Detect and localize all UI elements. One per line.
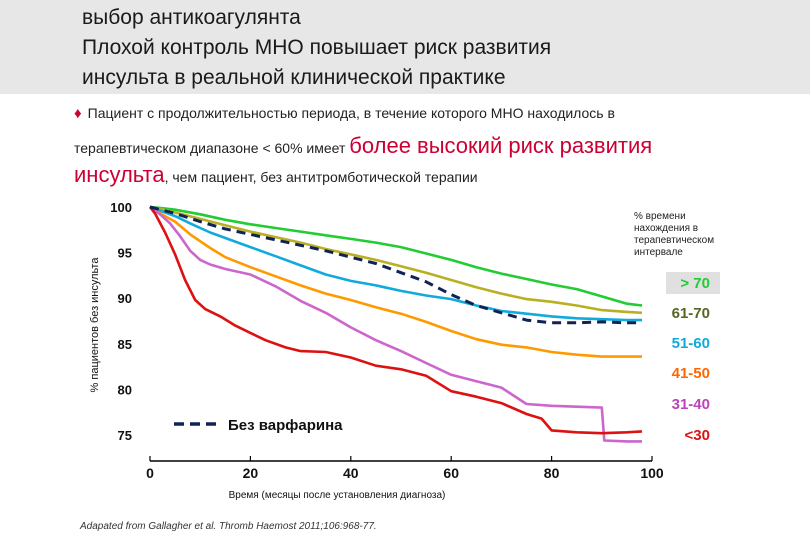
y-axis-title: % пациентов без инсульта (89, 257, 101, 393)
series-line-3 (149, 205, 642, 322)
bullet-accent-3a: инсульта (74, 162, 165, 187)
legend-label-6: <30 (685, 427, 710, 444)
slide-title-line-2: Плохой контроль МНО повышает риск развит… (82, 36, 552, 59)
slide-title-line-3: инсульта в реальной клинической практике (82, 66, 506, 89)
no-warfarin-annotation: Без варфарина (228, 417, 343, 434)
bullet-text-3b: , чем пациент, без антитромботической те… (164, 169, 478, 185)
slide-title-line-1: выбор антикоагулянта (82, 6, 301, 29)
series-line-6 (148, 206, 643, 435)
legend-label-3: 51-60 (672, 335, 710, 352)
y-tick-label: 100 (110, 200, 132, 215)
legend-title: % времени нахождения в терапевтическом инте… (634, 211, 714, 258)
bullet-line-1: ♦ Пациент с продолжительностью периода, в… (74, 105, 615, 122)
legend-label-bg (666, 272, 720, 294)
x-axis-title: Время (месяцы после установления диагноз… (229, 490, 446, 501)
series-line-7 (149, 205, 642, 325)
legend-label-4: 41-50 (672, 365, 710, 382)
legend-label-1: > 70 (680, 275, 710, 292)
y-tick-label: 95 (118, 246, 132, 261)
series-line-5 (149, 205, 642, 443)
x-tick-label: 40 (343, 465, 359, 481)
diamond-bullet-icon: ♦ (74, 105, 82, 122)
x-tick-label: 80 (544, 465, 560, 481)
series-line-1 (149, 205, 643, 307)
bullet-line-3: инсульта, чем пациент, без антитромботич… (74, 162, 478, 188)
y-tick-label: 75 (118, 428, 132, 443)
bullet-text-2a: терапевтическом диапазоне < 60% имеет (74, 140, 350, 156)
citation-footnote: Adapated from Gallagher et al. Thromb Ha… (80, 521, 377, 532)
header-band (0, 0, 810, 94)
legend-label-2: 61-70 (672, 305, 710, 322)
legend-label-5: 31-40 (672, 396, 710, 413)
series-line-4 (149, 205, 642, 358)
y-tick-label: 80 (118, 382, 132, 397)
x-tick-label: 60 (443, 465, 459, 481)
x-tick-label: 100 (640, 465, 664, 481)
x-tick-label: 0 (146, 465, 154, 481)
y-tick-label: 85 (118, 337, 132, 352)
bullet-line-2: терапевтическом диапазоне < 60% имеет бо… (74, 133, 652, 159)
y-tick-label: 90 (118, 291, 132, 306)
x-tick-label: 20 (243, 465, 259, 481)
series-line-2 (149, 205, 643, 315)
bullet-text-1: Пациент с продолжительностью периода, в … (87, 105, 615, 121)
bullet-accent-2b: более высокий риск развития (349, 133, 653, 158)
